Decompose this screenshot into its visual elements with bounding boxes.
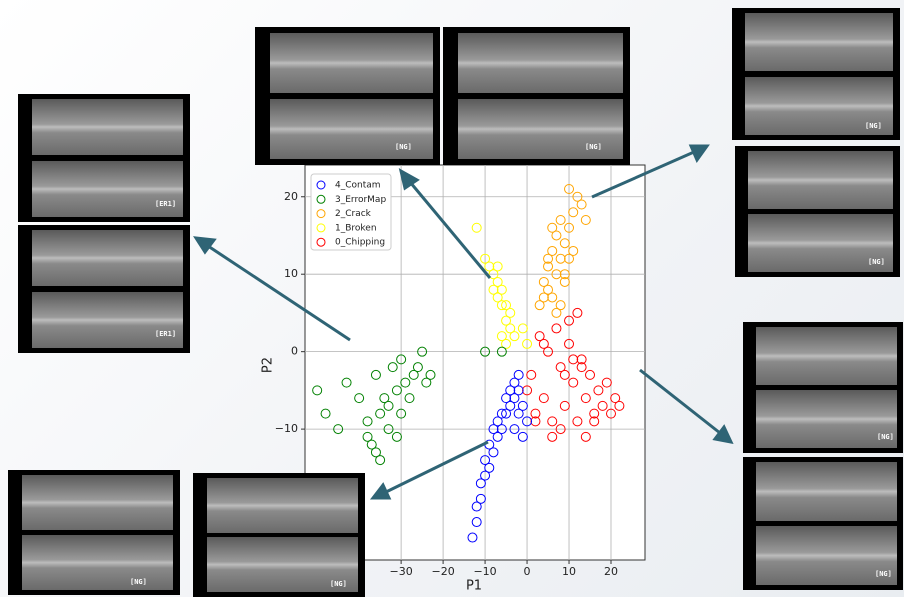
thumbnail-label: [NG] xyxy=(395,143,412,151)
y-tick-label: 10 xyxy=(284,267,298,280)
image-pane xyxy=(32,161,183,217)
y-tick-label: 20 xyxy=(284,190,298,203)
thumbnail-label: [ER1] xyxy=(155,330,176,338)
thumbnail: [NG] xyxy=(743,322,903,453)
x-tick-label: 20 xyxy=(604,565,618,578)
image-pane xyxy=(270,33,433,94)
thumbnail: [ER1] xyxy=(18,94,190,222)
thumbnail: [NG] xyxy=(743,457,903,590)
thumbnail-label: [NG] xyxy=(865,122,882,130)
y-axis-label: P2 xyxy=(261,357,276,373)
image-pane xyxy=(22,535,173,590)
image-pane xyxy=(756,462,897,521)
x-tick-label: 0 xyxy=(524,565,531,578)
legend-label: 1_Broken xyxy=(335,223,377,233)
legend-label: 0_Chipping xyxy=(335,238,385,248)
x-tick-label: −30 xyxy=(390,565,413,578)
thumbnail-label: [NG] xyxy=(868,258,885,266)
thumbnail: [NG] xyxy=(443,27,630,165)
thumbnail-label: [NG] xyxy=(330,580,347,588)
legend-label: 4_Contam xyxy=(335,181,381,191)
legend-label: 3_ErrorMap xyxy=(335,195,386,205)
x-tick-label: 10 xyxy=(562,565,576,578)
image-pane xyxy=(32,230,183,286)
image-pane xyxy=(756,327,897,385)
thumbnail-label: [ER1] xyxy=(155,200,176,208)
image-pane xyxy=(32,99,183,155)
thumbnail: [NG] xyxy=(8,470,180,595)
y-tick-label: 0 xyxy=(291,345,298,358)
thumbnail: [NG] xyxy=(732,8,900,140)
image-pane xyxy=(207,478,358,533)
image-pane xyxy=(22,475,173,530)
page: P1 P2 −30 −20 −10 0 10 20 −10 0 10 20 4_Contam 3_E… xyxy=(0,0,904,597)
image-pane xyxy=(748,151,893,209)
thumbnail-label: [NG] xyxy=(130,578,147,586)
image-pane xyxy=(458,33,623,94)
thumbnail: [NG] xyxy=(735,146,900,277)
thumbnail: [ER1] xyxy=(18,225,190,353)
image-pane xyxy=(756,390,897,448)
y-tick-label: −10 xyxy=(275,422,298,435)
x-tick-label: −20 xyxy=(431,565,454,578)
legend-label: 2_Crack xyxy=(335,209,372,219)
thumbnail: [NG] xyxy=(255,27,440,165)
thumbnail-label: [NG] xyxy=(585,143,602,151)
x-tick-label: −10 xyxy=(473,565,496,578)
thumbnail-label: [NG] xyxy=(875,570,892,578)
image-pane xyxy=(745,13,893,71)
arrow-head xyxy=(691,146,707,160)
image-pane xyxy=(32,292,183,348)
thumbnail-label: [NG] xyxy=(877,433,894,441)
thumbnail: [NG] xyxy=(193,473,365,597)
arrow xyxy=(640,370,720,433)
x-axis-label: P1 xyxy=(466,579,482,594)
